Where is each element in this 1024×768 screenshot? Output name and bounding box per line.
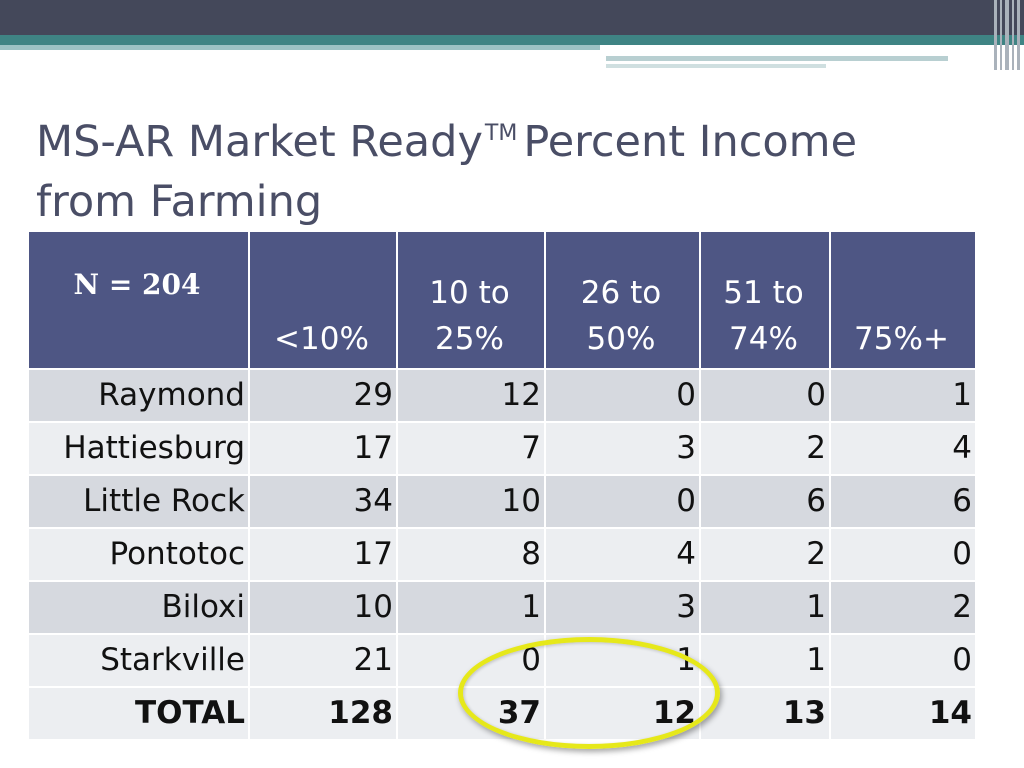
table-cell: 0 <box>544 368 701 423</box>
n-label: N = 204 <box>27 230 250 370</box>
table-row: Raymond 29 12 0 0 1 <box>27 368 977 423</box>
decorative-line <box>606 56 948 61</box>
total-cell: 14 <box>829 686 977 741</box>
table-row: Little Rock 34 10 0 6 6 <box>27 474 977 529</box>
table-cell: 0 <box>396 633 546 688</box>
table-cell: 4 <box>544 527 701 582</box>
row-label: TOTAL <box>27 686 250 741</box>
top-teal-band <box>0 35 1024 45</box>
income-table: N = 204 <10% 10 to 25% 26 to 50% 51 to 74% … <box>27 230 977 741</box>
table-cell: 4 <box>829 421 977 476</box>
table-cell: 1 <box>396 580 546 635</box>
table-cell: 2 <box>699 421 831 476</box>
table-cell: 1 <box>699 633 831 688</box>
trademark-mark: TM <box>484 121 518 146</box>
table-cell: 3 <box>544 580 701 635</box>
top-dark-band <box>0 0 1024 35</box>
table-cell: 0 <box>829 527 977 582</box>
row-label: Biloxi <box>27 580 250 635</box>
table-cell: 0 <box>544 474 701 529</box>
column-header: 51 to 74% <box>699 230 831 370</box>
title-part1: MS-AR Market Ready <box>36 117 483 167</box>
table-cell: 1 <box>699 580 831 635</box>
table-cell: 3 <box>544 421 701 476</box>
table-cell: 17 <box>248 421 398 476</box>
slide-title: MS-AR Market ReadyTM Percent Income from … <box>36 104 996 232</box>
table-cell: 1 <box>829 368 977 423</box>
table-cell: 6 <box>829 474 977 529</box>
column-header: 10 to 25% <box>396 230 546 370</box>
table-cell: 34 <box>248 474 398 529</box>
table-cell: 6 <box>699 474 831 529</box>
table-cell: 8 <box>396 527 546 582</box>
table-cell: 2 <box>829 580 977 635</box>
table-cell: 7 <box>396 421 546 476</box>
table-cell: 10 <box>248 580 398 635</box>
table-cell: 0 <box>699 368 831 423</box>
column-header: 75%+ <box>829 230 977 370</box>
table-cell: 21 <box>248 633 398 688</box>
title-part2: Percent Income <box>523 117 858 167</box>
table-cell: 29 <box>248 368 398 423</box>
decorative-line-short <box>606 64 826 68</box>
row-label: Pontotoc <box>27 527 250 582</box>
row-label: Hattiesburg <box>27 421 250 476</box>
row-label: Raymond <box>27 368 250 423</box>
total-cell: 37 <box>396 686 546 741</box>
total-row: TOTAL 128 37 12 13 14 <box>27 686 977 741</box>
table-row: Starkville 21 0 1 1 0 <box>27 633 977 688</box>
table-row: Hattiesburg 17 7 3 2 4 <box>27 421 977 476</box>
row-label: Starkville <box>27 633 250 688</box>
title-line2: from Farming <box>36 177 323 227</box>
column-header: 26 to 50% <box>544 230 701 370</box>
table-cell: 1 <box>544 633 701 688</box>
total-cell: 13 <box>699 686 831 741</box>
row-label: Little Rock <box>27 474 250 529</box>
table-row: Pontotoc 17 8 4 2 0 <box>27 527 977 582</box>
table-cell: 0 <box>829 633 977 688</box>
table-cell: 2 <box>699 527 831 582</box>
table-header-row: N = 204 <10% 10 to 25% 26 to 50% 51 to 74% … <box>27 230 977 370</box>
top-light-teal-band <box>0 45 600 50</box>
column-header: <10% <box>248 230 398 370</box>
total-cell: 12 <box>544 686 701 741</box>
total-cell: 128 <box>248 686 398 741</box>
table-row: Biloxi 10 1 3 1 2 <box>27 580 977 635</box>
table-cell: 10 <box>396 474 546 529</box>
corner-stripes <box>992 0 1024 70</box>
table-cell: 17 <box>248 527 398 582</box>
table-cell: 12 <box>396 368 546 423</box>
